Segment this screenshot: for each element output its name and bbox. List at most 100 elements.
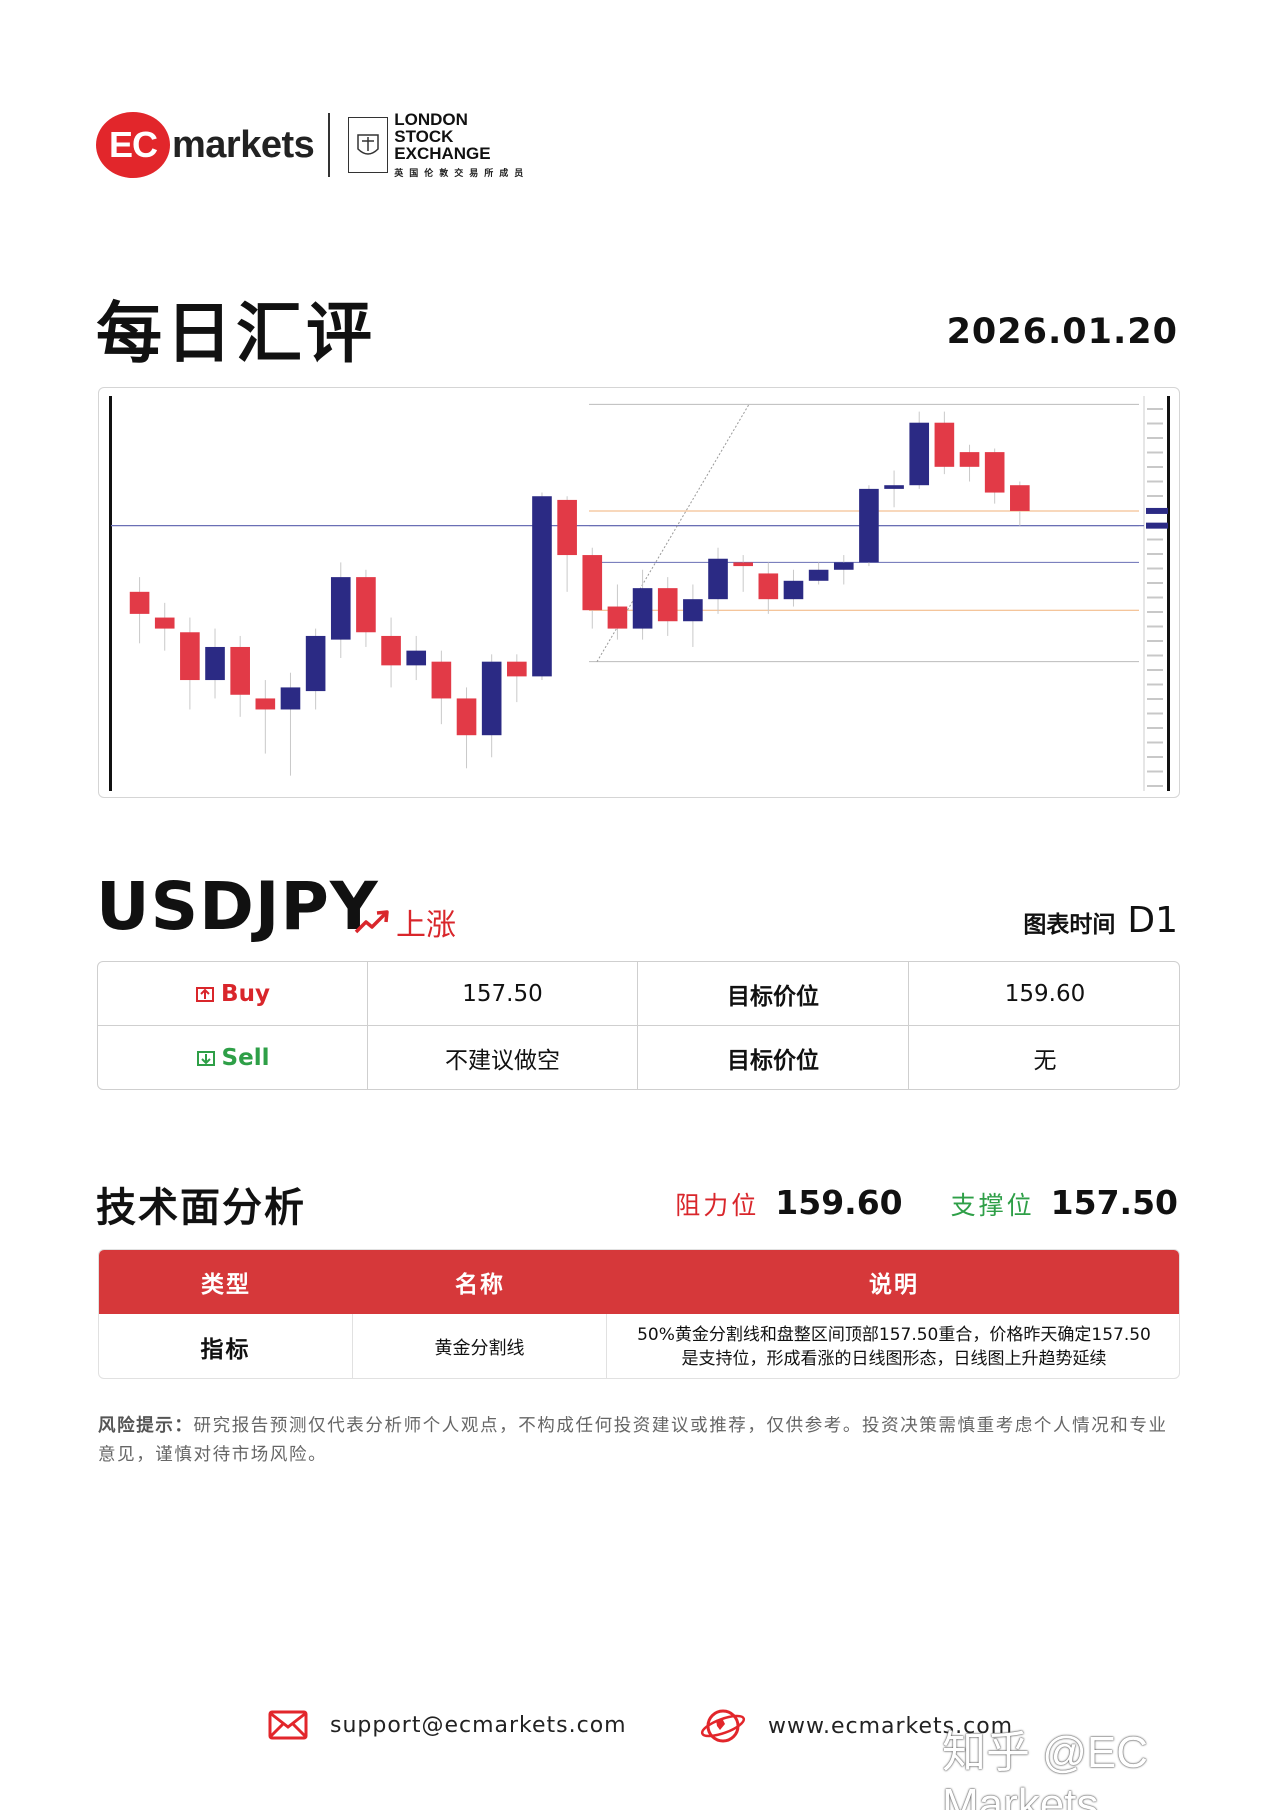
price-axis-tick (1147, 640, 1163, 642)
price-axis-tick (1147, 466, 1163, 468)
candle-bullish (808, 569, 829, 581)
price-axis-tick (1147, 437, 1163, 439)
candle-bearish (507, 661, 527, 677)
footer-email[interactable]: support@ecmarkets.com (268, 1710, 627, 1740)
buy-target: 159.60 (909, 962, 1179, 1026)
chart-time-label: 图表时间 (1023, 912, 1116, 938)
candle-bullish (909, 422, 930, 486)
price-axis-tick (1147, 741, 1163, 744)
current-price-marker (1146, 522, 1168, 529)
buy-label: Buy (221, 980, 270, 1007)
candle-bearish (984, 452, 1005, 493)
instrument-symbol: USDJPY (96, 868, 379, 945)
trend-indicator: 上涨 (354, 900, 456, 944)
lse-crest-icon (348, 117, 389, 173)
lse-line-2: STOCK (394, 127, 454, 146)
ec-logo-wordmark: markets (172, 123, 315, 166)
price-chart (98, 387, 1180, 798)
row-desc: 50%黄金分割线和盘整区间顶部157.50重合，价格昨天确定157.50 是支持… (607, 1314, 1179, 1378)
price-axis-tick (1147, 785, 1163, 787)
price-axis-tick (1147, 756, 1163, 758)
price-axis-tick (1147, 538, 1163, 541)
price-axis-tick (1147, 567, 1163, 570)
price-axis-tick (1147, 698, 1163, 700)
footer-website[interactable]: www.ecmarkets.com (700, 1706, 1013, 1746)
chart-timeframe: 图表时间 D1 (1023, 900, 1178, 941)
globe-icon (700, 1709, 746, 1743)
price-axis-tick (1147, 669, 1163, 671)
candle-bullish (708, 558, 728, 600)
support-value: 157.50 (1050, 1183, 1178, 1222)
page-title: 每日汇评 (96, 295, 376, 372)
buy-target-label: 目标价位 (638, 962, 909, 1026)
last-price-marker (1146, 507, 1168, 514)
candle-bullish (859, 488, 879, 563)
candle-bullish (683, 599, 703, 622)
chart-left-border (109, 396, 112, 791)
candle-bearish (381, 635, 401, 666)
email-link[interactable]: support@ecmarkets.com (330, 1712, 627, 1738)
chart-time-value: D1 (1127, 900, 1178, 941)
candle-bullish (205, 646, 225, 681)
candle-bullish (532, 496, 552, 677)
lse-logo: LONDON STOCK EXCHANGE 英国伦敦交易所成员 (348, 111, 529, 179)
logo-divider (328, 113, 331, 177)
sell-cell: Sell (98, 1026, 368, 1089)
candle-bearish (557, 499, 577, 556)
header-name: 名称 (455, 1272, 505, 1298)
price-axis-tick (1147, 422, 1163, 425)
row-type: 指标 (99, 1314, 353, 1378)
price-axis-tick (1147, 770, 1163, 773)
price-axis-tick (1147, 727, 1163, 729)
sell-target-label: 目标价位 (638, 1026, 909, 1089)
candle-bearish (154, 617, 175, 629)
candle-bearish (1010, 485, 1030, 511)
candle-bullish (330, 577, 351, 640)
candle-bearish (230, 646, 250, 695)
trend-up-icon (354, 910, 389, 934)
buy-icon (196, 986, 215, 1002)
row-desc-line-1: 50%黄金分割线和盘整区间顶部157.50重合，价格昨天确定157.50 (637, 1325, 1151, 1345)
candle-bearish (255, 698, 276, 710)
candlestick-chart-svg (109, 396, 1170, 791)
price-axis-tick (1147, 654, 1163, 657)
resistance-label: 阻力位 (675, 1191, 760, 1220)
trade-table: Buy 157.50 目标价位 159.60 Sell 不建议做空 目标价位 无 (97, 961, 1180, 1090)
sell-target: 无 (1033, 1048, 1057, 1074)
candle-bearish (582, 555, 603, 611)
watermark: 知乎 @EC Markets (942, 1728, 1149, 1810)
lse-line-1: LONDON (394, 110, 468, 129)
candle-bullish (783, 580, 804, 600)
resistance-value: 159.60 (775, 1183, 903, 1222)
website-link[interactable]: www.ecmarkets.com (768, 1713, 1014, 1739)
mail-icon (268, 1710, 308, 1740)
buy-price: 157.50 (368, 962, 638, 1026)
candle-bullish (884, 485, 904, 489)
price-axis-tick (1147, 495, 1163, 497)
candle-bearish (607, 606, 628, 629)
candle-bullish (406, 650, 427, 666)
technical-table-header: 类型 名称 说明 (99, 1250, 1179, 1314)
risk-disclaimer: 风险提示：研究报告预测仅代表分析师个人观点，不构成任何投资建议或推荐，仅供参考。… (98, 1412, 1182, 1470)
ec-logo-mark: EC (96, 112, 170, 178)
brand-logo: EC markets LONDON STOCK EXCHANGE 英国伦敦交易所… (96, 110, 529, 180)
support-label: 支撑位 (950, 1191, 1035, 1220)
sell-label: Sell (221, 1045, 270, 1071)
key-levels: 阻力位 159.60 支撑位 157.50 (675, 1183, 1178, 1222)
lse-subtitle: 英国伦敦交易所成员 (394, 169, 530, 179)
sell-price: 不建议做空 (368, 1026, 638, 1089)
price-axis-tick (1147, 582, 1163, 584)
price-axis-tick (1147, 611, 1163, 613)
candle-bearish (758, 573, 779, 600)
candle-bullish (833, 562, 854, 570)
row-name: 黄金分割线 (353, 1314, 607, 1378)
row-desc-line-2: 是支持位，形成看涨的日线图形态，日线图上升趋势延续 (681, 1349, 1107, 1369)
price-axis-tick (1147, 625, 1163, 628)
candle-bearish (456, 698, 477, 736)
candle-bearish (657, 588, 678, 622)
buy-cell: Buy (98, 962, 368, 1026)
risk-label: 风险提示： (98, 1416, 194, 1436)
candle-bearish (129, 591, 150, 614)
price-axis-tick (1147, 480, 1163, 483)
price-axis-tick (1147, 712, 1163, 715)
